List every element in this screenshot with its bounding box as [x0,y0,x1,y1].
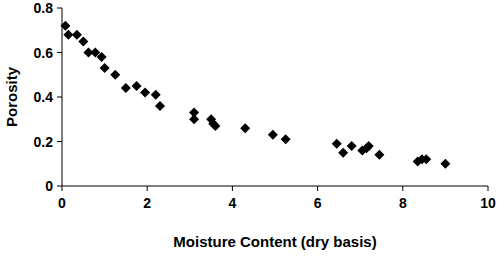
point [332,139,342,149]
y-axis-title: Porosity [3,66,20,127]
point [100,63,110,73]
point [97,52,107,62]
chart: 0 0.2 0.4 0.6 0.8 0 2 4 6 8 10 Moisture Content (dr… [0,0,500,256]
x-tick [232,186,233,191]
x-tick-label: 4 [229,195,237,211]
x-axis [62,186,488,187]
y-tick-label: 0.8 [34,0,54,16]
point [210,121,220,131]
point [421,154,431,164]
point [268,130,278,140]
point [155,101,165,111]
point [374,150,384,160]
x-tick [147,186,148,191]
point [60,21,70,31]
y-tick [57,97,62,98]
point [110,70,120,80]
point [121,83,131,93]
y-tick [57,141,62,142]
x-tick [317,186,318,191]
point [72,30,82,40]
x-tick [488,186,489,191]
y-tick [57,186,62,187]
x-tick-label: 0 [58,195,66,211]
x-tick [62,186,63,191]
x-tick-label: 6 [314,195,322,211]
point [132,81,142,91]
x-tick-label: 8 [399,195,407,211]
y-tick-label: 0 [45,178,53,194]
x-axis-title: Moisture Content (dry basis) [173,233,376,250]
y-tick [57,52,62,53]
point [338,148,348,158]
point [347,141,357,151]
point [151,90,161,100]
point [240,123,250,133]
point [281,134,291,144]
point [189,114,199,124]
y-tick [57,8,62,9]
y-tick-label: 0.2 [34,134,54,150]
x-tick-label: 10 [480,195,496,211]
y-tick-label: 0.4 [34,89,54,105]
point [364,141,374,151]
point [140,88,150,98]
point [63,30,73,40]
points [60,21,450,169]
point [78,36,88,46]
y-tick-label: 0.6 [34,45,54,61]
x-tick [402,186,403,191]
point [440,159,450,169]
x-tick-label: 2 [143,195,151,211]
